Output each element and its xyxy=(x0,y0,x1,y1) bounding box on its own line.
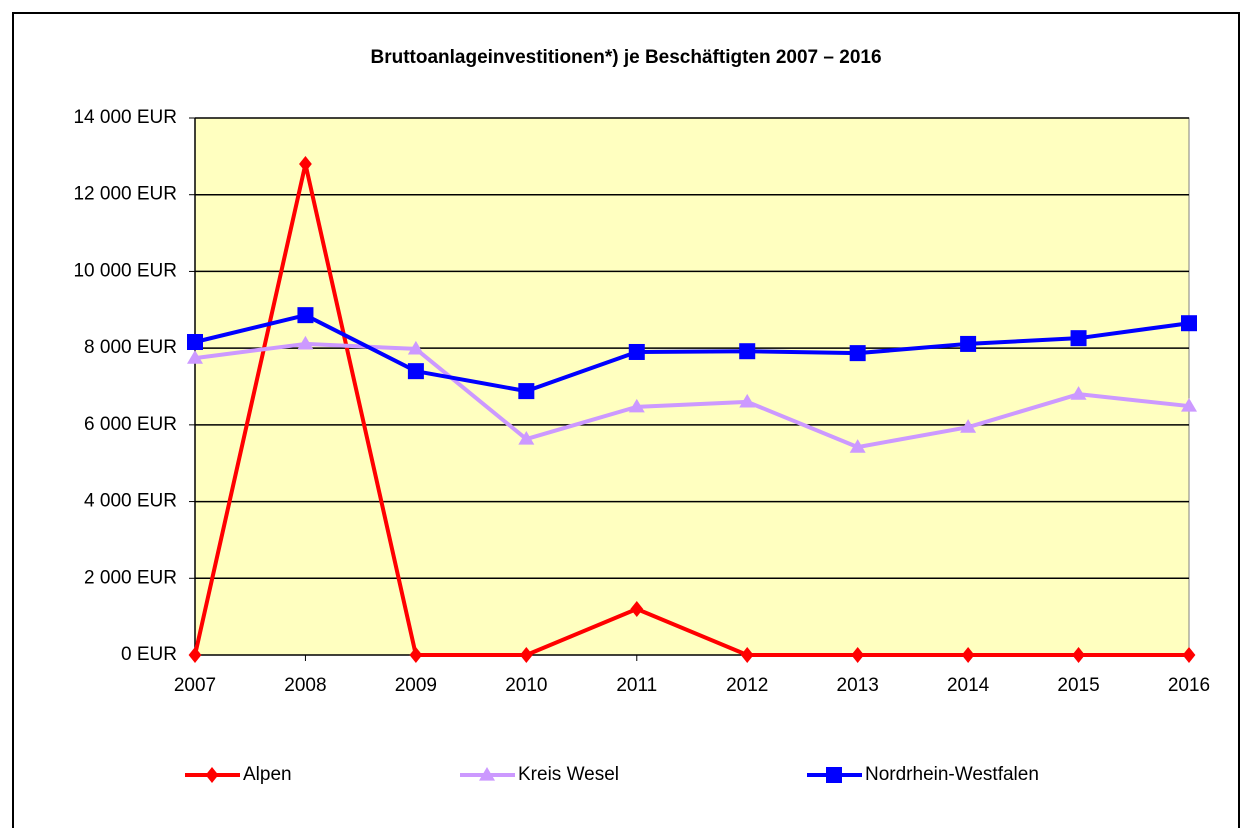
series-marker xyxy=(851,647,865,663)
series-marker xyxy=(628,398,645,413)
x-tick-label: 2008 xyxy=(284,675,326,696)
series-marker xyxy=(1181,315,1197,332)
y-tick-label: 12 000 EUR xyxy=(73,184,177,205)
series-marker xyxy=(297,307,314,324)
series-marker xyxy=(1072,647,1085,663)
series-marker xyxy=(961,647,975,663)
legend-label: Nordrhein-Westfalen xyxy=(865,764,1039,785)
legend-marker xyxy=(479,767,495,781)
series-marker xyxy=(188,647,202,663)
series-marker xyxy=(630,600,644,617)
legend-marker xyxy=(205,767,219,783)
series-marker xyxy=(628,343,645,360)
y-tick-label: 0 EUR xyxy=(121,644,177,665)
x-tick-label: 2013 xyxy=(837,675,879,696)
y-tick-label: 4 000 EUR xyxy=(84,491,177,512)
series-marker xyxy=(960,419,977,433)
series-marker xyxy=(740,647,754,663)
x-tick-label: 2007 xyxy=(174,675,216,696)
series-line xyxy=(194,341,1190,450)
series-line xyxy=(193,162,1189,657)
series-marker xyxy=(739,343,756,360)
series-marker xyxy=(187,334,203,351)
series-marker xyxy=(519,647,533,663)
x-tick-label: 2009 xyxy=(395,675,437,696)
series-marker xyxy=(187,350,203,364)
y-tick-label: 8 000 EUR xyxy=(84,337,177,358)
series-marker xyxy=(1070,330,1087,347)
x-tick-label: 2012 xyxy=(726,675,768,696)
series-marker xyxy=(849,439,866,453)
series-marker xyxy=(299,156,312,173)
series-marker xyxy=(407,363,424,380)
series-marker xyxy=(1182,647,1196,663)
legend-marker xyxy=(826,767,842,783)
series-marker xyxy=(1070,386,1087,400)
x-tick-label: 2010 xyxy=(505,675,547,696)
series-marker xyxy=(297,335,314,350)
x-tick-label: 2015 xyxy=(1057,675,1099,696)
series-marker xyxy=(518,383,535,400)
series-marker xyxy=(409,647,423,663)
series-line xyxy=(194,313,1190,394)
x-tick-label: 2014 xyxy=(947,675,990,696)
chart-title: Bruttoanlageinvestitionen*) je Beschäfti… xyxy=(370,47,881,68)
plot-area xyxy=(194,117,1190,656)
series-marker xyxy=(518,431,535,445)
y-tick-label: 2 000 EUR xyxy=(84,567,177,588)
x-tick-label: 2016 xyxy=(1168,675,1210,696)
y-tick-label: 6 000 EUR xyxy=(84,414,177,435)
series-marker xyxy=(849,345,866,362)
x-tick-label: 2011 xyxy=(616,675,657,696)
y-tick-label: 10 000 EUR xyxy=(73,260,177,281)
series-marker xyxy=(407,340,424,355)
y-tick-label: 14 000 EUR xyxy=(73,107,177,128)
legend-label: Alpen xyxy=(243,764,292,785)
series-marker xyxy=(1181,398,1197,412)
series-marker xyxy=(739,393,756,408)
series-marker xyxy=(960,335,977,352)
legend-label: Kreis Wesel xyxy=(518,764,619,785)
